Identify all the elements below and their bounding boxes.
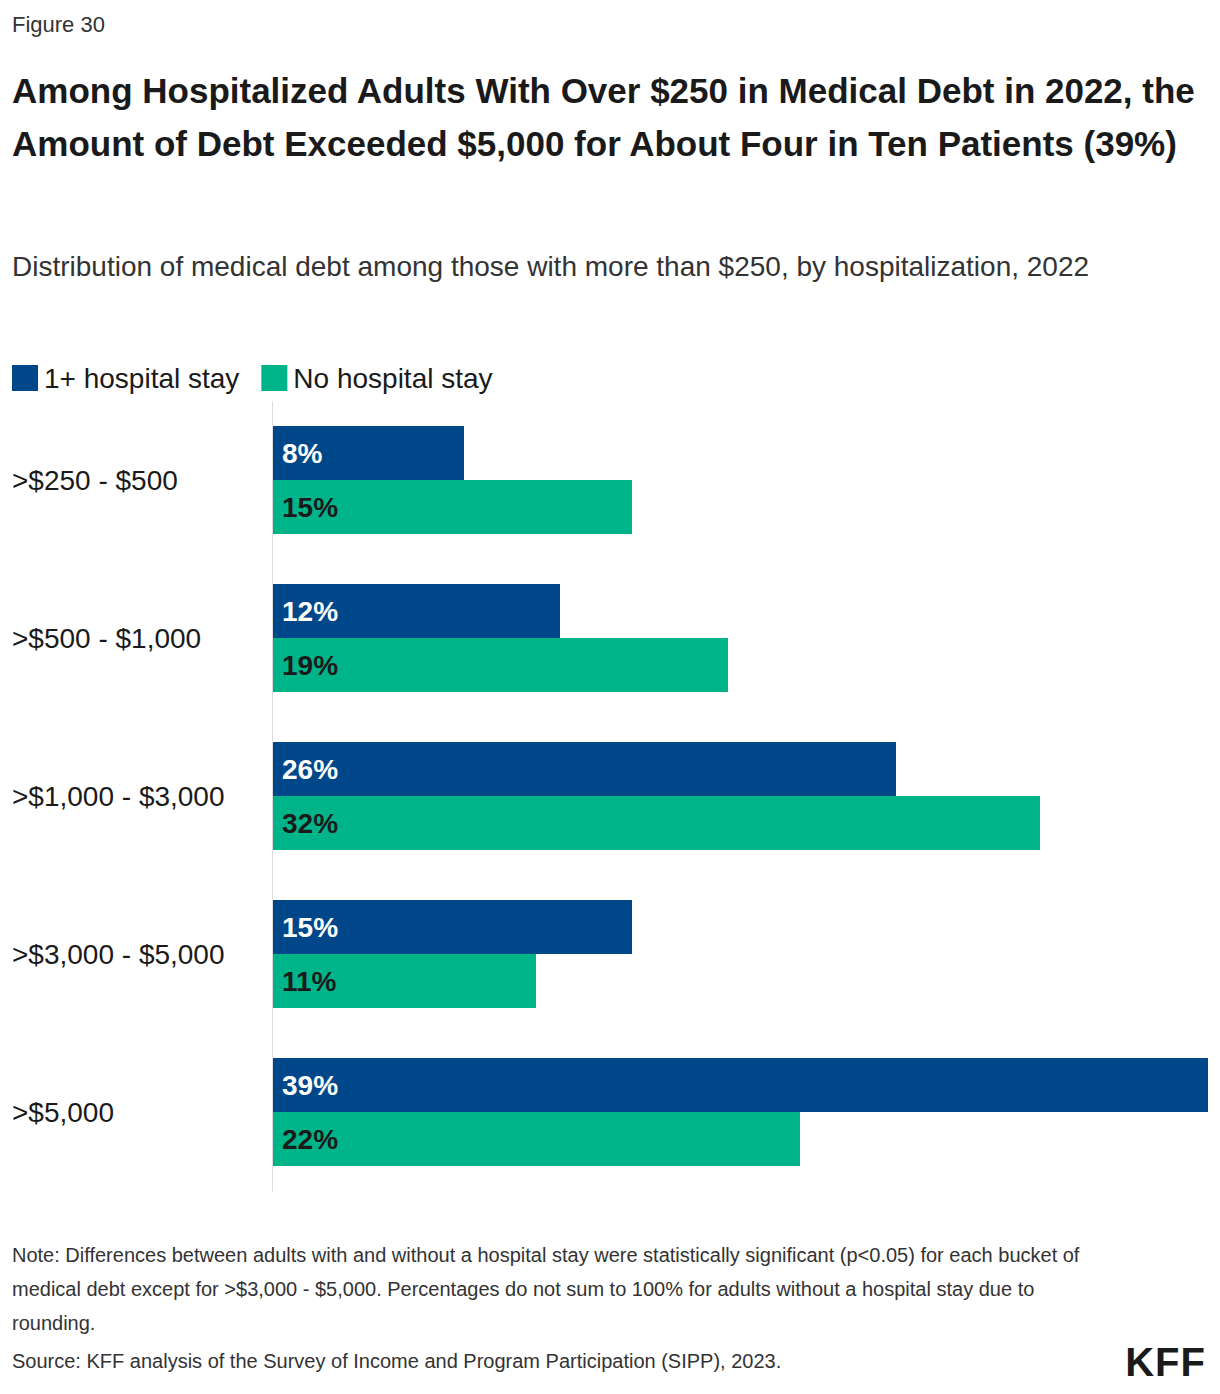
bar — [272, 584, 560, 638]
legend-item: 1+ hospital stay — [12, 363, 239, 394]
data-label: 39% — [282, 1070, 338, 1101]
bar — [272, 426, 464, 480]
data-label: 26% — [282, 754, 338, 785]
tick-label: >$3,000 - $5,000 — [12, 939, 225, 970]
tick: >$1,000 - $3,000 — [12, 781, 225, 812]
bar — [272, 900, 632, 954]
data-label: 32% — [282, 808, 338, 839]
tick: >$500 - $1,000 — [12, 623, 201, 654]
tick-label: >$500 - $1,000 — [12, 623, 201, 654]
bars — [272, 426, 1208, 1166]
logo: KFF — [1125, 1340, 1206, 1385]
axis-line — [272, 402, 273, 1192]
bar — [272, 796, 1040, 850]
data-label: 8% — [282, 438, 323, 469]
legend-label: No hospital stay — [293, 363, 492, 394]
tick-label: >$5,000 — [12, 1097, 114, 1128]
bar — [272, 742, 896, 796]
legend: 1+ hospital stay No hospital stay — [12, 363, 493, 394]
bar — [272, 954, 536, 1008]
tick-label: >$1,000 - $3,000 — [12, 781, 225, 812]
title: Among Hospitalized Adults With Over $250… — [12, 64, 1208, 170]
tick-label: >$250 - $500 — [12, 465, 178, 496]
data-label: 15% — [282, 912, 338, 943]
data-label: 15% — [282, 492, 338, 523]
tick: >$250 - $500 — [12, 465, 178, 496]
bar — [272, 1058, 1208, 1112]
legend-swatch — [261, 365, 287, 391]
data-label: 11% — [282, 966, 337, 997]
note: Note: Differences between adults with an… — [12, 1238, 1102, 1340]
chart-container: 1+ hospital stay No hospital stay 8% 12% 26%… — [0, 350, 1220, 1204]
legend-item: No hospital stay — [261, 363, 492, 394]
y-axis: >$250 - $500 >$500 - $1,000 >$1,000 - $3,0… — [12, 402, 273, 1192]
source: Source: KFF analysis of the Survey of In… — [12, 1350, 781, 1373]
bar — [272, 638, 728, 692]
legend-label: 1+ hospital stay — [44, 363, 239, 394]
data-label: 19% — [282, 650, 338, 681]
figure-label: Figure 30 — [12, 12, 105, 38]
data-label: 22% — [282, 1124, 338, 1155]
data-labels: 8% 12% 26% 15% 39% 15% 19% 32% 11% 22% — [282, 438, 338, 1155]
tick: >$5,000 — [12, 1097, 114, 1128]
chart-svg: 1+ hospital stay No hospital stay 8% 12% 26%… — [0, 350, 1220, 1200]
data-label: 12% — [282, 596, 338, 627]
subtitle: Distribution of medical debt among those… — [12, 245, 1162, 289]
bar — [272, 480, 632, 534]
legend-swatch — [12, 365, 38, 391]
bar — [272, 1112, 800, 1166]
tick: >$3,000 - $5,000 — [12, 939, 225, 970]
